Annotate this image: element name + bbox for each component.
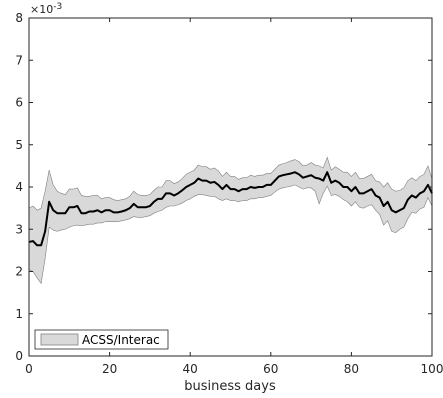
legend-label: ACSS/Interac [82, 333, 160, 347]
y-tick-label: 5 [15, 138, 23, 152]
series-line [28, 171, 433, 247]
x-axis: 0 20 40 60 80 100 [25, 18, 443, 376]
y-axis-exponent-power: -3 [53, 2, 62, 12]
y-tick-label: 6 [15, 96, 23, 110]
y-tick-label: 3 [15, 222, 23, 236]
y-tick-label: 7 [15, 53, 23, 67]
y-tick-label: 0 [15, 349, 23, 363]
y-tick-label: 4 [15, 180, 23, 194]
y-axis-exponent-base: ×10 [30, 3, 53, 16]
x-tick-label: 40 [183, 362, 198, 376]
y-axis: 0 1 2 3 4 5 6 7 8 [15, 11, 432, 363]
x-tick-label: 0 [25, 362, 33, 376]
x-tick-label: 80 [344, 362, 359, 376]
y-axis-exponent: ×10-3 [30, 2, 62, 16]
y-tick-label: 2 [15, 265, 23, 279]
y-tick-label: 1 [15, 307, 23, 321]
x-axis-label: business days [184, 379, 276, 394]
series-line-layer [28, 171, 433, 247]
x-tick-label: 100 [421, 362, 443, 376]
legend: ACSS/Interac [34, 329, 169, 350]
x-tick-label: 20 [102, 362, 117, 376]
legend-swatch [40, 333, 79, 346]
y-tick-label: 8 [15, 11, 23, 25]
x-tick-label: 60 [263, 362, 278, 376]
